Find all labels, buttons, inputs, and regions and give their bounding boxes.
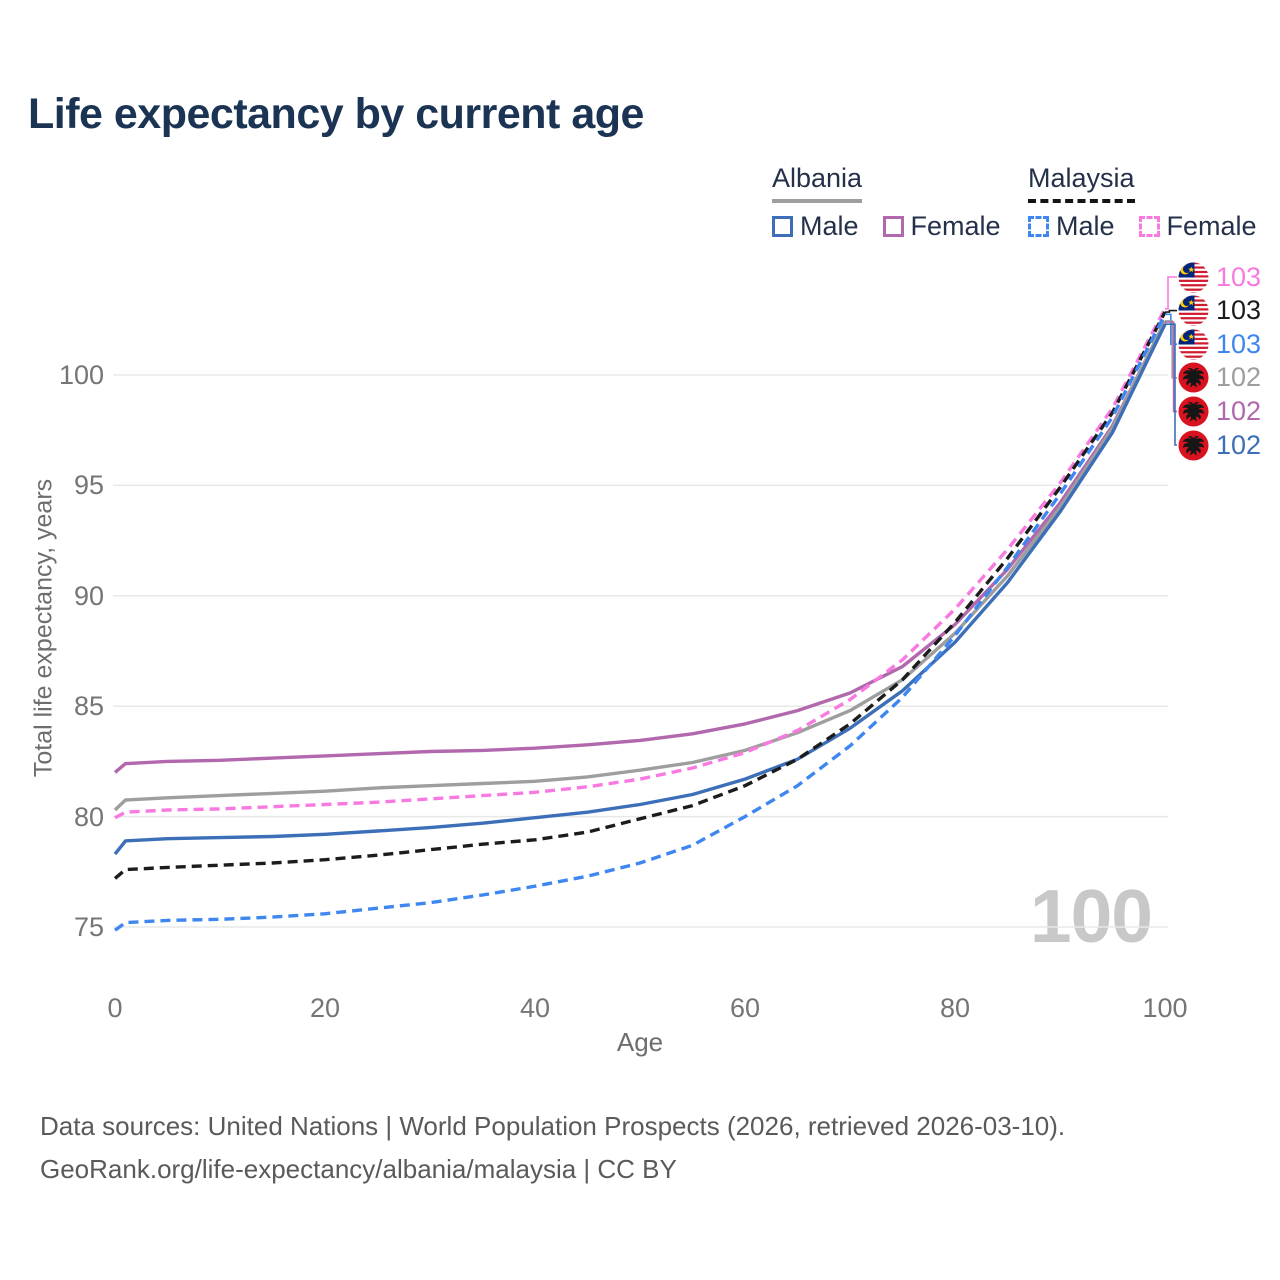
malaysia-flag-icon xyxy=(1178,295,1209,326)
legend-label: Female xyxy=(1166,211,1257,241)
legend-albania-heading: Albania xyxy=(772,163,863,203)
legend-malaysia-heading: Malaysia xyxy=(1028,163,1135,203)
legend-item-albania-male[interactable]: Male xyxy=(772,211,859,242)
y-tick-label: 100 xyxy=(58,360,104,390)
series-end-label[interactable]: 103 xyxy=(1178,295,1261,327)
x-tick-label: 0 xyxy=(107,993,123,1023)
x-tick-label: 100 xyxy=(1142,993,1188,1023)
y-axis-title: Total life expectancy, years xyxy=(29,478,58,778)
series-end-label[interactable]: 102 xyxy=(1178,395,1261,427)
series-line-malaysia-total xyxy=(113,311,1167,880)
end-label-connector xyxy=(1165,309,1177,313)
series-line-albania-male xyxy=(113,323,1167,856)
malaysia-male-swatch-icon xyxy=(1028,216,1049,237)
series-end-label[interactable]: 102 xyxy=(1178,429,1261,461)
albania-female-swatch-icon xyxy=(882,216,904,237)
series-line-malaysia-female xyxy=(114,308,1167,820)
series-line-malaysia-male xyxy=(113,313,1167,932)
y-tick-label: 85 xyxy=(73,691,104,722)
end-value: 103 xyxy=(1216,261,1262,292)
x-tick-label: 20 xyxy=(309,993,341,1023)
y-tick-label: 75 xyxy=(73,912,104,942)
end-label-connector xyxy=(1165,323,1177,446)
malaysia-flag-icon xyxy=(1178,262,1209,293)
footer: Data sources: United Nations | World Pop… xyxy=(40,1105,1065,1191)
x-tick-label: 80 xyxy=(939,993,971,1023)
end-value: 102 xyxy=(1216,362,1262,393)
end-value: 102 xyxy=(1216,429,1262,460)
albania-flag-icon xyxy=(1178,396,1209,427)
end-value: 103 xyxy=(1216,328,1262,359)
footer-sources: Data sources: United Nations | World Pop… xyxy=(40,1111,1066,1141)
albania-flag-icon xyxy=(1178,362,1209,393)
age-watermark: 100 xyxy=(1029,874,1153,958)
series-line-albania-total xyxy=(113,320,1167,812)
footer-attribution[interactable]: GeoRank.org/life-expectancy/albania/mala… xyxy=(40,1153,677,1184)
x-axis-title: Age xyxy=(616,1027,664,1057)
malaysia-female-swatch-icon xyxy=(1138,216,1160,237)
end-value: 102 xyxy=(1216,395,1262,426)
series-end-label[interactable]: 102 xyxy=(1178,362,1261,394)
end-value: 103 xyxy=(1216,295,1262,326)
y-tick-label: 95 xyxy=(73,470,104,501)
x-tick-label: 40 xyxy=(519,993,551,1023)
legend-group-albania: Albania Male Female xyxy=(772,163,1015,242)
chart-title: Life expectancy by current age xyxy=(28,90,644,138)
series-end-label[interactable]: 103 xyxy=(1178,328,1261,360)
y-tick-label: 90 xyxy=(73,580,104,611)
legend-item-malaysia-female[interactable]: Female xyxy=(1138,211,1257,242)
legend-item-malaysia-male[interactable]: Male xyxy=(1028,211,1115,242)
albania-flag-icon xyxy=(1178,429,1209,461)
legend-label: Male xyxy=(1056,211,1115,241)
legend-label: Female xyxy=(910,211,1001,241)
end-label-connector xyxy=(1165,276,1177,310)
legend-item-albania-female[interactable]: Female xyxy=(882,211,1001,242)
legend-group-malaysia: Malaysia Male Female xyxy=(1028,163,1271,242)
x-tick-label: 60 xyxy=(729,993,761,1023)
series-end-label[interactable]: 103 xyxy=(1178,261,1261,293)
series-line-albania-female xyxy=(113,321,1167,774)
malaysia-flag-icon xyxy=(1178,329,1209,360)
y-tick-label: 80 xyxy=(73,801,104,832)
legend-label: Male xyxy=(800,211,859,241)
albania-male-swatch-icon xyxy=(772,216,793,237)
